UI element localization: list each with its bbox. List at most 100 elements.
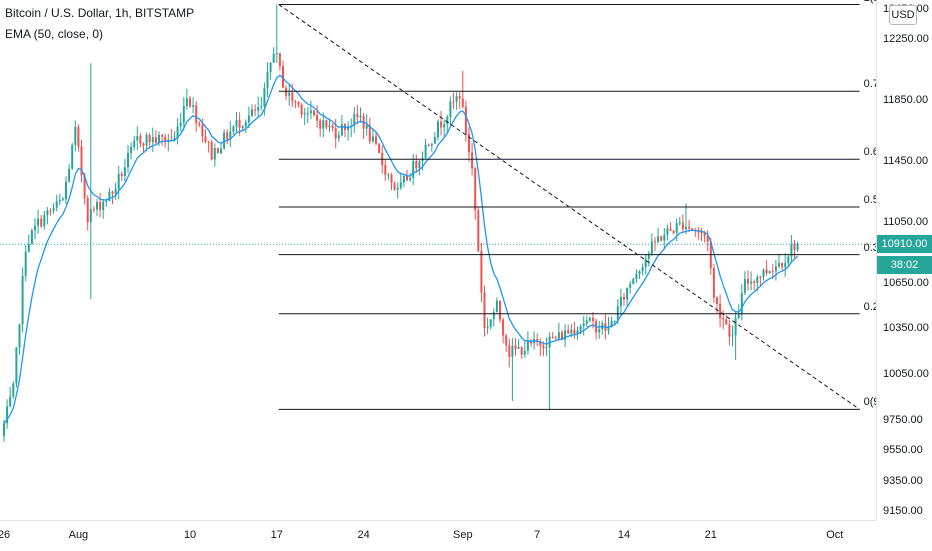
candle-body: [753, 281, 756, 284]
candle-body: [771, 271, 774, 273]
candle-body: [96, 202, 98, 210]
candle-body: [232, 126, 235, 132]
currency-button[interactable]: USD: [889, 5, 917, 25]
candle-body: [725, 319, 728, 325]
candle-body: [92, 208, 95, 210]
candle-body: [706, 236, 709, 242]
candle-body: [629, 284, 632, 288]
candle-body: [784, 263, 787, 268]
candle-body: [322, 120, 325, 129]
candle-body: [728, 324, 731, 337]
candle-body: [65, 181, 67, 200]
candle-body: [77, 126, 80, 147]
candle-body: [678, 222, 681, 224]
candle-body: [778, 263, 780, 267]
candle-body: [545, 347, 548, 349]
candle-body: [468, 134, 470, 153]
candle-body: [189, 98, 191, 107]
candle-body: [21, 276, 24, 325]
time-tick: 10: [183, 529, 197, 541]
candle-body: [303, 113, 306, 115]
price-tick: 9150.00: [883, 505, 923, 517]
candle-body: [18, 324, 21, 348]
candle-body: [266, 72, 269, 88]
candle-body: [282, 66, 284, 88]
candle-body: [99, 202, 102, 210]
fib-level-label: 0(982: [863, 396, 876, 409]
candle-body: [644, 258, 647, 268]
candle-body: [244, 122, 247, 127]
price-scale[interactable]: 12450.0012250.0011850.0011450.0011050.00…: [876, 0, 932, 520]
candle-body: [198, 123, 201, 125]
candle-body: [151, 137, 154, 143]
indicator-legend[interactable]: EMA (50, close, 0): [5, 27, 104, 41]
candle-body: [102, 201, 105, 210]
candle-body: [278, 53, 281, 67]
candle-body: [759, 276, 762, 278]
candle-body: [331, 125, 334, 129]
candle-body: [368, 124, 371, 142]
candle-body: [235, 120, 238, 127]
candle-body: [313, 110, 315, 116]
candle-body: [492, 312, 495, 320]
candle-body: [37, 218, 40, 226]
candle-body: [154, 137, 157, 143]
candle-body: [756, 276, 759, 284]
candle-body: [505, 335, 508, 346]
candle-body: [12, 383, 15, 397]
candle-body: [127, 153, 129, 168]
candle-body: [220, 148, 222, 154]
candle-body: [523, 350, 526, 355]
candle-body: [517, 346, 520, 349]
time-tick: 21: [704, 529, 717, 541]
candle-body: [520, 346, 523, 355]
price-tick: 11850.00: [883, 94, 929, 107]
price-tick: 9350.00: [883, 474, 923, 487]
candle-body: [288, 92, 291, 96]
candle-body: [71, 145, 74, 169]
candle-body: [768, 271, 771, 274]
candle-body: [105, 201, 108, 203]
candle-body: [433, 137, 436, 144]
candle-body: [719, 303, 722, 318]
candle-body: [626, 287, 629, 300]
candle-body: [241, 126, 244, 128]
candle-body: [328, 125, 331, 128]
candle-body: [502, 319, 505, 336]
candle-body: [213, 148, 216, 160]
candle-body: [210, 142, 213, 160]
candle-body: [61, 199, 64, 201]
candle-body: [632, 278, 635, 285]
candle-body: [712, 268, 715, 298]
candle-body: [46, 210, 49, 216]
price-chart[interactable]: [0, 0, 876, 520]
candle-body: [511, 345, 514, 357]
candle-body: [452, 101, 455, 103]
candle-body: [83, 174, 86, 199]
candle-body: [561, 332, 563, 340]
candle-body: [375, 136, 377, 144]
candle-body: [176, 126, 179, 139]
candle-body: [108, 191, 111, 202]
candle-body: [774, 266, 777, 272]
candle-body: [663, 234, 666, 241]
candle-body: [499, 300, 501, 320]
candle-body: [409, 177, 412, 181]
candle-body: [297, 102, 300, 105]
candle-body: [530, 340, 532, 344]
candle-body: [182, 105, 185, 123]
price-tick: 11450.00: [883, 155, 929, 168]
candle-body: [396, 187, 399, 190]
fib-trend-line: [278, 4, 860, 410]
candle-body: [657, 236, 660, 243]
candle-body: [765, 269, 768, 274]
candle-body: [9, 396, 12, 407]
candle-body: [173, 138, 176, 140]
candle-body: [226, 132, 229, 140]
candle-body: [86, 198, 89, 223]
time-scale[interactable]: 26 Aug 10 17 24 Sep 7 14 21 Oct: [0, 520, 876, 551]
chart-pane[interactable]: Bitcoin / U.S. Dollar, 1h, BITSTAMP EMA …: [0, 0, 876, 520]
candle-body: [393, 182, 396, 190]
candle-body: [747, 278, 749, 284]
candle-body: [796, 243, 799, 250]
